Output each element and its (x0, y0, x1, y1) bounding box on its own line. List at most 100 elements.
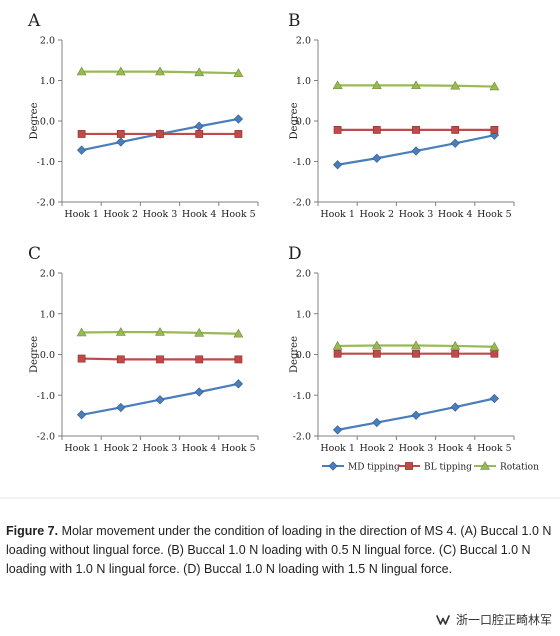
chart-panel-d: D 2.0 1.0 0.0 -1.0 -2.0 Hook 1 Hook 2 Hook 3 Hook… (288, 244, 515, 454)
data-point-bl-tipping (372, 349, 381, 358)
data-point-md-tipping (372, 153, 382, 163)
chart-panel-c: C 2.0 1.0 0.0 -1.0 -2.0 Hook 1 Hook 2 Hook 3 Hook… (28, 244, 259, 454)
y-tick-label: 2.0 (40, 269, 55, 280)
y-tick-label: -2.0 (293, 198, 311, 209)
series-bl-tipping (333, 126, 499, 134)
legend-marker-rotation (480, 460, 490, 470)
data-point-md-tipping (76, 410, 87, 420)
y-axis-label: Degree (29, 336, 40, 373)
y-axis-label: Degree (289, 336, 300, 373)
legend-marker-bl-tipping (405, 462, 413, 470)
series-bl-tipping (77, 130, 243, 138)
x-tick-label: Hook 1 (320, 209, 355, 220)
data-point-md-tipping (155, 395, 165, 405)
data-point-md-tipping (76, 145, 87, 155)
y-tick-label: -1.0 (37, 157, 55, 168)
y-tick-label: -1.0 (293, 391, 311, 402)
data-point-bl-tipping (451, 349, 460, 358)
x-tick-label: Hook 1 (64, 443, 99, 454)
data-point-md-tipping (233, 114, 244, 124)
x-tick-label: Hook 4 (182, 443, 217, 454)
data-point-md-tipping (372, 417, 382, 428)
data-point-md-tipping (450, 402, 460, 412)
x-tick-label: Hook 2 (104, 443, 139, 454)
chart-legend: MD tipping BL tipping Rotation (322, 460, 539, 473)
data-point-bl-tipping (451, 126, 460, 134)
y-tick-label: -2.0 (37, 198, 55, 209)
y-tick-label: 1.0 (40, 76, 55, 87)
data-point-rotation (411, 340, 421, 350)
data-point-bl-tipping (195, 355, 204, 364)
data-point-rotation (332, 80, 343, 90)
series-bl-tipping (77, 354, 243, 364)
legend-item-rotation: Rotation (474, 460, 539, 473)
y-tick-label: -2.0 (293, 432, 311, 443)
data-point-rotation (194, 327, 205, 337)
data-point-bl-tipping (77, 354, 86, 363)
data-point-bl-tipping (77, 130, 86, 138)
x-tick-label: Hook 2 (104, 209, 139, 220)
y-tick-label: 0.0 (296, 350, 311, 361)
data-point-bl-tipping (412, 126, 420, 134)
data-point-md-tipping (411, 410, 421, 420)
data-point-md-tipping (233, 379, 244, 389)
panel-label-c: C (28, 244, 41, 264)
data-point-md-tipping (450, 138, 460, 148)
series-md-tipping (332, 393, 500, 435)
data-point-rotation (194, 67, 205, 77)
data-point-rotation (489, 81, 500, 91)
panel-label-a: A (27, 11, 41, 31)
series-rotation (76, 66, 244, 77)
x-tick-label: Hook 3 (143, 443, 178, 454)
legend-label: MD tipping (348, 463, 400, 473)
data-point-bl-tipping (412, 349, 420, 358)
data-point-md-tipping (116, 137, 126, 147)
watermark-text: 浙一口腔正畸林军 (455, 613, 552, 627)
data-point-bl-tipping (333, 126, 342, 134)
data-point-rotation (489, 341, 500, 351)
y-axis-label: Degree (29, 102, 40, 139)
data-point-md-tipping (489, 393, 500, 404)
data-point-rotation (371, 80, 382, 90)
data-point-rotation (115, 327, 126, 336)
data-point-md-tipping (332, 425, 343, 435)
y-tick-label: 1.0 (296, 309, 311, 320)
watermark: 浙一口腔正畸林军 (435, 611, 552, 628)
data-point-bl-tipping (490, 349, 499, 358)
series-md-tipping (332, 130, 500, 170)
caption-label: Figure 7. (6, 524, 59, 538)
y-tick-label: 2.0 (296, 36, 311, 47)
data-point-rotation (115, 66, 126, 76)
data-point-rotation (155, 66, 165, 76)
series-rotation (332, 340, 500, 351)
data-point-rotation (371, 340, 382, 350)
y-tick-label: 0.0 (296, 117, 311, 128)
data-point-rotation (233, 328, 244, 338)
panel-label-b: B (288, 11, 301, 31)
figure-caption: Figure 7. Molar movement under the condi… (6, 522, 554, 579)
panel-label-d: D (288, 244, 302, 264)
legend-item-md-tipping: MD tipping (322, 461, 400, 473)
data-point-bl-tipping (156, 355, 164, 364)
x-tick-label: Hook 2 (360, 209, 395, 220)
chart-panel-b: B 2.0 1.0 0.0 -1.0 -2.0 Hook 1 Hook 2 Hook 3 Hook… (288, 11, 515, 220)
data-point-rotation (332, 340, 343, 350)
x-tick-label: Hook 3 (399, 443, 434, 454)
y-tick-label: -1.0 (37, 391, 55, 402)
legend-marker-md-tipping (328, 461, 338, 471)
data-point-bl-tipping (333, 349, 342, 358)
x-tick-label: Hook 4 (438, 209, 473, 220)
data-point-bl-tipping (234, 130, 243, 138)
x-tick-label: Hook 5 (477, 443, 512, 454)
data-point-bl-tipping (490, 126, 499, 134)
data-point-md-tipping (411, 146, 421, 156)
x-tick-label: Hook 4 (182, 209, 217, 220)
x-tick-label: Hook 5 (477, 209, 512, 220)
data-point-bl-tipping (195, 130, 204, 138)
x-tick-label: Hook 2 (360, 443, 395, 454)
series-md-tipping (76, 379, 244, 420)
y-tick-label: 2.0 (296, 269, 311, 280)
y-tick-label: 2.0 (40, 36, 55, 47)
x-tick-label: Hook 1 (320, 443, 355, 454)
legend-label: BL tipping (424, 463, 472, 473)
